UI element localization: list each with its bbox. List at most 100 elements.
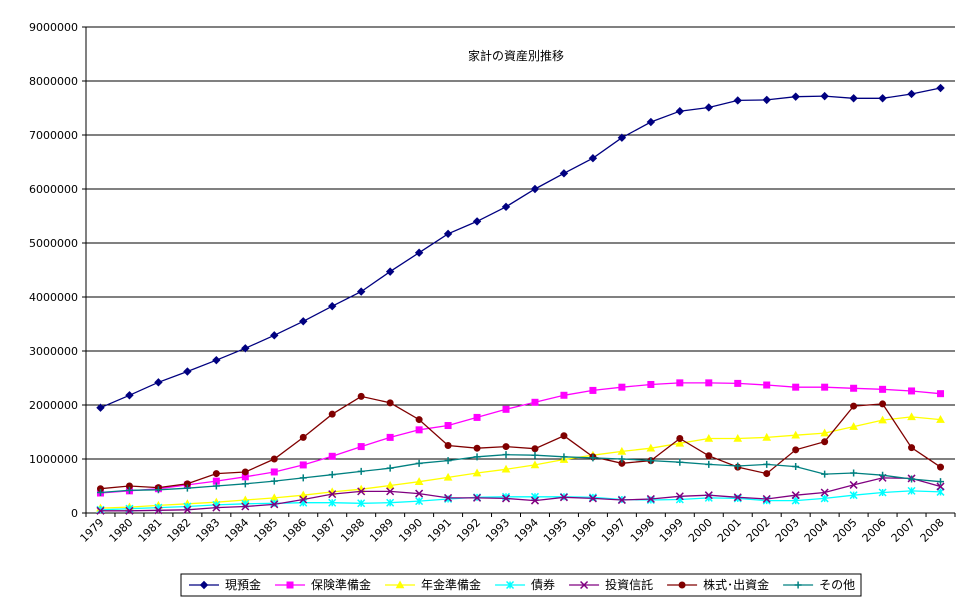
series-7: [96, 451, 945, 496]
data-point: [617, 133, 627, 142]
data-point: [907, 89, 916, 99]
data-point: [821, 470, 829, 478]
y-tick-label: 0: [71, 507, 78, 520]
gridlines: [86, 26, 955, 460]
data-point: [530, 184, 540, 194]
data-point: [937, 390, 945, 398]
data-point: [298, 490, 308, 499]
x-tick-label: 1982: [165, 516, 194, 545]
data-point: [154, 486, 162, 494]
x-tick-label: 1998: [628, 516, 657, 545]
data-point: [878, 94, 887, 103]
legend-label: その他: [819, 578, 855, 592]
data-point: [443, 229, 453, 239]
data-point: [705, 452, 713, 460]
legend-label: 保険準備金: [311, 577, 371, 592]
x-tick-label: 2004: [802, 516, 831, 545]
data-point: [646, 494, 655, 503]
series-lines: [96, 83, 945, 515]
x-tick-label: 1980: [107, 516, 136, 545]
data-point: [849, 491, 858, 500]
x-tick-label: 2001: [715, 516, 744, 545]
legend-item: その他: [783, 578, 855, 592]
data-point: [241, 468, 249, 476]
data-point: [879, 385, 887, 393]
data-point: [386, 433, 394, 441]
legend-label: 現預金: [225, 577, 261, 592]
data-point: [530, 460, 540, 469]
data-point: [908, 475, 916, 483]
data-point: [820, 494, 829, 503]
data-point: [473, 413, 481, 421]
x-tick-label: 1979: [78, 516, 107, 545]
data-point: [502, 405, 510, 413]
x-tick-label: 1987: [309, 516, 338, 545]
data-point: [646, 117, 656, 127]
legend-label: 株式･出資金: [703, 577, 769, 592]
x-tick-label: 1988: [338, 516, 367, 545]
x-tick-label: 1999: [657, 516, 686, 545]
data-point: [646, 496, 655, 505]
y-tick-label: 8000000: [29, 75, 78, 88]
data-point: [415, 489, 424, 498]
data-point: [472, 217, 482, 226]
data-point: [936, 83, 945, 93]
data-point: [270, 455, 278, 463]
data-point: [444, 442, 452, 449]
data-point: [937, 478, 945, 486]
data-point: [849, 94, 858, 103]
data-point: [415, 497, 424, 506]
data-point: [907, 412, 916, 421]
data-point: [792, 446, 800, 454]
legend-marker: [199, 580, 209, 590]
data-point: [154, 378, 163, 387]
data-point: [704, 103, 713, 112]
data-point: [299, 474, 307, 482]
data-point: [647, 457, 655, 465]
data-point: [414, 477, 424, 485]
data-point: [705, 460, 713, 468]
series-4: [96, 486, 945, 514]
series-5: [96, 473, 945, 515]
data-point: [647, 380, 655, 388]
data-point: [734, 379, 742, 387]
data-point: [501, 464, 511, 473]
data-point: [821, 383, 829, 391]
y-tick-label: 2000000: [29, 399, 78, 412]
data-point: [618, 383, 626, 391]
data-point: [588, 154, 598, 163]
data-point: [96, 505, 105, 514]
data-point: [415, 426, 423, 434]
series-line: [100, 395, 941, 490]
series-line: [100, 454, 941, 494]
data-point: [473, 453, 481, 461]
data-point: [212, 470, 220, 478]
data-point: [96, 488, 104, 496]
data-point: [386, 498, 395, 507]
data-point: [675, 492, 684, 501]
data-point: [125, 506, 134, 515]
legend-label: 年金準備金: [421, 577, 481, 592]
series-line: [100, 477, 941, 512]
data-point: [501, 494, 511, 503]
data-point: [444, 494, 453, 503]
data-point: [357, 392, 365, 400]
x-tick-label: 2007: [889, 516, 918, 545]
data-point: [212, 355, 221, 365]
data-point: [183, 505, 192, 514]
data-point: [733, 96, 742, 105]
y-tick-label: 7000000: [29, 129, 78, 142]
data-point: [763, 460, 771, 468]
data-point: [96, 506, 105, 515]
data-point: [241, 502, 250, 511]
data-point: [385, 480, 395, 489]
data-point: [907, 486, 916, 495]
axes: 0 1000000 2000000 3000000 4000000 5000000 6000…: [29, 21, 956, 545]
series-1: [96, 83, 945, 412]
series-6: [96, 392, 945, 493]
data-point: [473, 493, 482, 502]
legend-item: 保険準備金: [275, 577, 371, 592]
data-point: [937, 463, 945, 471]
